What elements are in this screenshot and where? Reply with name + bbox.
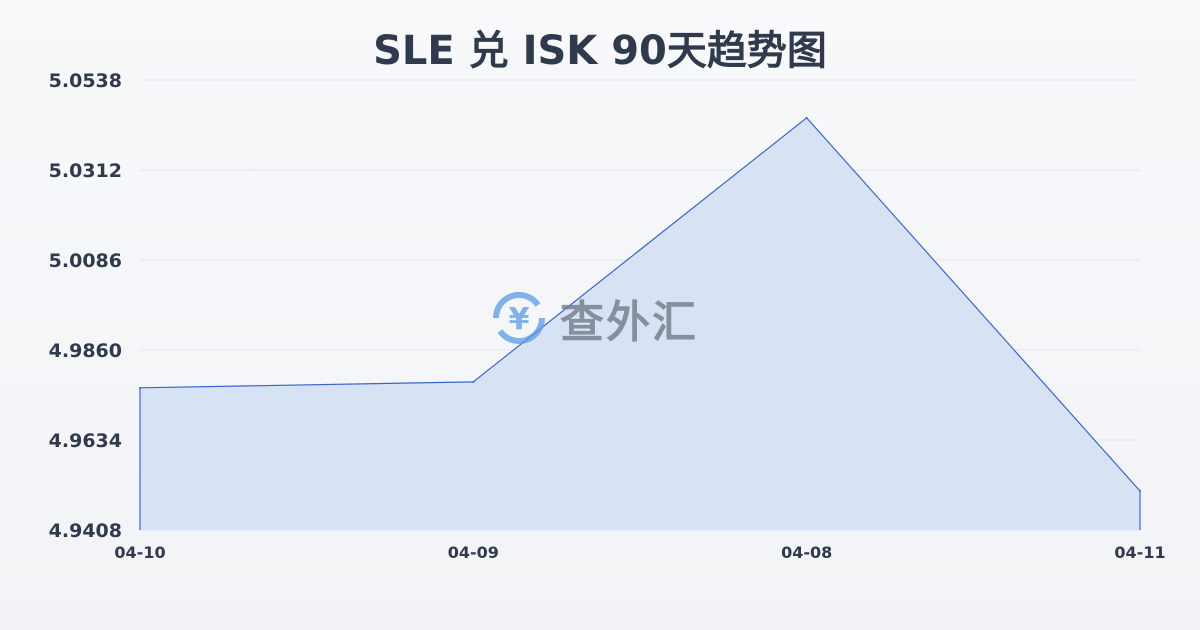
data-point [805,116,808,119]
area-fill [140,117,1140,531]
chart-title: SLE 兑 ISK 90天趋势图 [373,28,827,74]
yen-exchange-icon: ¥ [492,291,546,345]
y-tick-label: 4.9860 [49,340,122,362]
watermark: ¥ 查外汇 [488,286,698,350]
y-tick-label: 4.9408 [49,520,122,542]
y-tick-label: 5.0312 [49,160,122,182]
y-tick-label: 5.0086 [49,250,122,272]
data-point [1139,489,1141,492]
data-point [472,380,475,383]
x-tick-label: 04-10 [114,543,165,562]
watermark-text: 查外汇 [560,297,698,348]
x-tick-label: 04-08 [781,543,832,562]
y-tick-label: 5.0538 [49,70,122,92]
y-tick-label: 4.9634 [49,430,122,452]
series-line [139,117,1141,530]
x-tick-label: 04-11 [1114,543,1165,562]
svg-text:¥: ¥ [509,302,530,337]
x-tick-label: 04-09 [448,543,499,562]
data-point [139,386,141,389]
